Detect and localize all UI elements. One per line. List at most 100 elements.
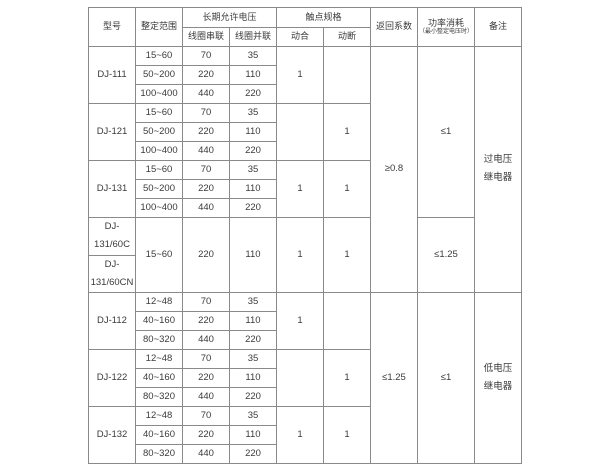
table-cell: 110: [229, 424, 277, 445]
table-cell: 100~400: [135, 141, 183, 162]
table-cell: 100~400: [135, 198, 183, 219]
table-cell: 440: [182, 386, 230, 407]
table-cell: 1: [323, 160, 371, 219]
table-cell: 15~60: [135, 160, 183, 181]
header-power-consumption: 功率消耗 （最小整定电压时）: [416, 7, 476, 47]
table-cell: 110: [229, 367, 277, 388]
table-row: DJ-131 15~60 70 35 1 1: [88, 160, 522, 219]
table-row: 100~400 440 220: [89, 84, 522, 105]
table-cell: 40~160: [135, 367, 183, 388]
table-row: 50~200 220 110: [89, 65, 522, 86]
table-cell: 12~48: [135, 291, 183, 312]
cell-model: DJ-131/60C: [88, 217, 136, 256]
table-cell: 1: [276, 45, 324, 105]
table-cell: 15~60: [135, 45, 183, 67]
table-cell: 440: [182, 198, 230, 219]
table-cell: 110: [229, 65, 277, 86]
header-contact-spec: 触点规格: [276, 7, 371, 28]
table-cell: 80~320: [135, 443, 183, 464]
table-cell: 50~200: [135, 179, 183, 200]
table-cell: 35: [229, 405, 277, 426]
cell-power-consumption: ≤1.25: [416, 217, 476, 293]
table-cell: 35: [229, 160, 277, 181]
table-row: 50~200 220 110: [89, 122, 522, 143]
table-cell: 35: [229, 45, 277, 67]
cell-model: DJ-122: [88, 348, 136, 407]
table-cell: 35: [229, 291, 277, 312]
table-cell: 110: [229, 310, 277, 331]
table-row: DJ-111 15~60 70 35 1 ≥0.8 ≤1 过电压 继电器: [88, 45, 523, 293]
cell-model: DJ-111: [88, 45, 136, 105]
table-cell: 15~60: [135, 217, 183, 293]
header-cell-title: 功率消耗: [428, 17, 465, 28]
table-cell: 12~48: [135, 348, 183, 369]
table-row: 100~400 440 220: [89, 141, 522, 162]
table-cell: 80~320: [135, 386, 183, 407]
table-cell: 440: [182, 84, 230, 105]
cell-model: DJ-131: [88, 160, 136, 219]
table-row: DJ-131/60CN: [88, 254, 522, 293]
table-cell: 15~60: [135, 103, 183, 124]
spec-table: 型号 整定范围 长期允许电压 触点规格 返回系数 功率消耗 （最小整定电压时） 备注 线圈串联线…: [88, 7, 523, 464]
table-cell: 1: [323, 217, 371, 293]
header-coil-parallel: 线圈并联: [229, 26, 277, 47]
table-cell: 35: [229, 348, 277, 369]
table-cell: 220: [229, 386, 277, 407]
header-model: 型号: [88, 7, 136, 47]
table-cell: 40~160: [135, 310, 183, 331]
table-cell: 440: [182, 443, 230, 464]
remark-undervoltage-relay: 低电压 继电器: [474, 291, 523, 464]
table-row: 40~160 220 110: [89, 310, 522, 331]
header-setting-range: 整定范围: [135, 7, 183, 47]
table-cell: 220: [182, 65, 230, 86]
table-cell: 1: [323, 103, 371, 162]
table-cell: 12~48: [135, 405, 183, 426]
table-cell: [323, 45, 371, 105]
table-cell: 70: [182, 405, 230, 426]
table-cell: [323, 291, 371, 350]
table-row: 100~400 440 220: [89, 198, 522, 219]
table-cell: 1: [276, 291, 324, 350]
table-cell: [276, 103, 324, 162]
table-cell: 220: [229, 141, 277, 162]
table-cell: 220: [182, 122, 230, 143]
cell-model: DJ-121: [88, 103, 136, 162]
remark-overvoltage-relay: 过电压 继电器: [474, 46, 523, 293]
table-cell: 220: [182, 367, 230, 388]
header-return-coefficient: 返回系数: [370, 7, 418, 47]
cell-model: DJ-131/60CN: [88, 254, 136, 293]
header-normally-closed: 动断: [323, 26, 371, 47]
table-cell: 1: [276, 405, 324, 464]
table-cell: 220: [182, 310, 230, 331]
cell-return-coefficient: ≤1.25: [370, 291, 418, 464]
header-row: 线圈串联 线圈并联 动合 动断: [89, 26, 522, 47]
cell-power-consumption: ≤1: [416, 291, 476, 464]
table-cell: 440: [182, 329, 230, 350]
header-remark: 备注: [474, 7, 523, 47]
table-cell: 220: [229, 329, 277, 350]
table-cell: 100~400: [135, 84, 183, 105]
table-cell: 70: [182, 45, 230, 67]
table-cell: 110: [229, 122, 277, 143]
table-cell: 1: [323, 405, 371, 464]
cell-return-coefficient: ≥0.8: [370, 46, 418, 293]
table-cell: 1: [276, 217, 324, 293]
cell-model: DJ-132: [88, 405, 136, 464]
spec-table-body: 型号 整定范围 长期允许电压 触点规格 返回系数 功率消耗 （最小整定电压时） 备注 线圈串联线…: [88, 7, 523, 464]
table-cell: 110: [229, 217, 277, 293]
table-cell: 220: [182, 424, 230, 445]
header-coil-series: 线圈串联: [182, 26, 230, 47]
cell-power-consumption: ≤1: [416, 45, 476, 219]
table-cell: 50~200: [135, 65, 183, 86]
table-cell: 70: [182, 348, 230, 369]
table-cell: 40~160: [135, 424, 183, 445]
table-cell: 1: [276, 160, 324, 219]
table-cell: 70: [182, 160, 230, 181]
table-cell: 70: [182, 291, 230, 312]
table-cell: 35: [229, 103, 277, 124]
table-cell: 220: [229, 443, 277, 464]
table-row: 40~160 220 110: [89, 367, 522, 388]
table-cell: 1: [323, 348, 371, 407]
table-cell: 110: [229, 179, 277, 200]
table-cell: 50~200: [135, 122, 183, 143]
